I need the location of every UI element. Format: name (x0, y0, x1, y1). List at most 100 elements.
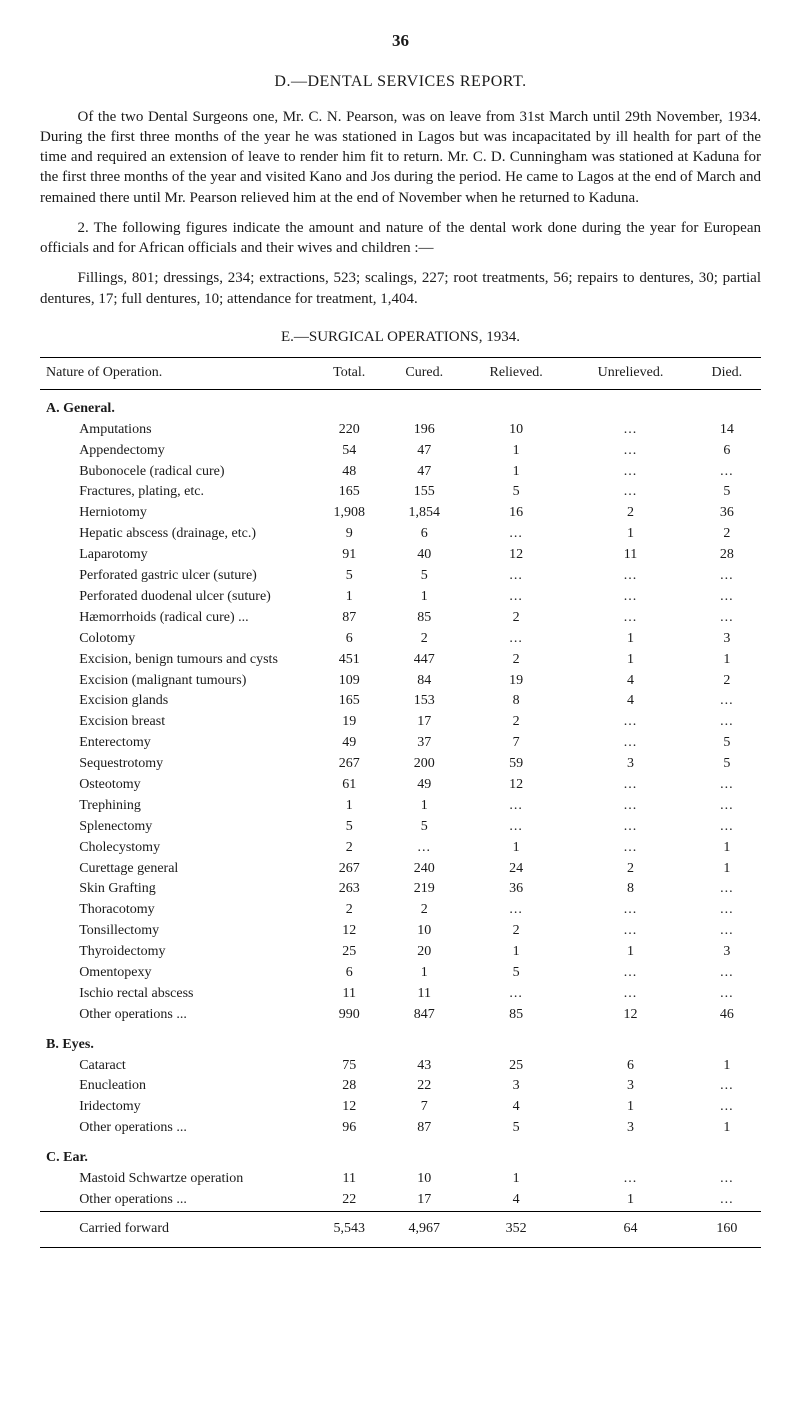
cell-cured: 49 (384, 775, 464, 796)
cell-unrelieved: ... (568, 482, 692, 503)
cell-relieved: 19 (464, 671, 568, 692)
surgical-operations-table: Nature of Operation. Total. Cured. Relie… (40, 357, 761, 1248)
cell-cured: 200 (384, 754, 464, 775)
cell-relieved: 12 (464, 545, 568, 566)
cell-unrelieved: ... (568, 587, 692, 608)
cell-total: 48 (314, 462, 385, 483)
cell-relieved: ... (464, 817, 568, 838)
cell-unrelieved: 1 (568, 1190, 692, 1211)
cell-unrelieved: ... (568, 921, 692, 942)
cell-total: 61 (314, 775, 385, 796)
cell-cured: 37 (384, 733, 464, 754)
cell-nature: Excision, benign tumours and cysts (40, 650, 314, 671)
table-header-row: Nature of Operation. Total. Cured. Relie… (40, 358, 761, 390)
cell-total: 25 (314, 942, 385, 963)
cell-relieved: 2 (464, 921, 568, 942)
carried-forward-cured: 4,967 (384, 1211, 464, 1247)
cell-relieved: 12 (464, 775, 568, 796)
cell-relieved: 36 (464, 879, 568, 900)
cell-died: ... (693, 1190, 761, 1211)
carried-forward-total: 5,543 (314, 1211, 385, 1247)
cell-died: 3 (693, 942, 761, 963)
cell-cured: 10 (384, 921, 464, 942)
cell-relieved: 59 (464, 754, 568, 775)
cell-nature: Bubonocele (radical cure) (40, 462, 314, 483)
table-row: Other operations ...990847851246 (40, 1005, 761, 1026)
cell-nature: Enucleation (40, 1076, 314, 1097)
cell-total: 267 (314, 859, 385, 880)
table-row: Fractures, plating, etc.1651555...5 (40, 482, 761, 503)
cell-relieved: 2 (464, 650, 568, 671)
cell-died: ... (693, 963, 761, 984)
cell-died: 2 (693, 671, 761, 692)
cell-relieved: 2 (464, 712, 568, 733)
table-row: Excision (malignant tumours)109841942 (40, 671, 761, 692)
table-row: Thyroidectomy2520113 (40, 942, 761, 963)
table-row: Iridectomy12741... (40, 1097, 761, 1118)
cell-died: ... (693, 879, 761, 900)
cell-total: 22 (314, 1190, 385, 1211)
cell-total: 267 (314, 754, 385, 775)
cell-total: 1 (314, 587, 385, 608)
cell-total: 11 (314, 984, 385, 1005)
cell-cured: 2 (384, 900, 464, 921)
table-row: Enterectomy49377...5 (40, 733, 761, 754)
cell-total: 9 (314, 524, 385, 545)
cell-unrelieved: 6 (568, 1056, 692, 1077)
cell-nature: Curettage general (40, 859, 314, 880)
cell-cured: 85 (384, 608, 464, 629)
col-unrelieved: Unrelieved. (568, 358, 692, 390)
cell-total: 12 (314, 921, 385, 942)
cell-total: 54 (314, 441, 385, 462)
cell-nature: Skin Grafting (40, 879, 314, 900)
cell-unrelieved: 8 (568, 879, 692, 900)
cell-died: 6 (693, 441, 761, 462)
cell-cured: 5 (384, 566, 464, 587)
table-row: Other operations ...221741... (40, 1190, 761, 1211)
cell-nature: Hepatic abscess (drainage, etc.) (40, 524, 314, 545)
cell-unrelieved: ... (568, 1169, 692, 1190)
cell-died: 46 (693, 1005, 761, 1026)
cell-unrelieved: 1 (568, 650, 692, 671)
cell-cured: 5 (384, 817, 464, 838)
cell-nature: Omentopexy (40, 963, 314, 984)
table-row: Tonsillectomy12102...... (40, 921, 761, 942)
table-row: Cholecystomy2...1...1 (40, 838, 761, 859)
cell-relieved: 1 (464, 441, 568, 462)
cell-cured: 87 (384, 1118, 464, 1139)
col-cured: Cured. (384, 358, 464, 390)
cell-nature: Excision glands (40, 691, 314, 712)
cell-unrelieved: ... (568, 838, 692, 859)
cell-total: 19 (314, 712, 385, 733)
cell-cured: 2 (384, 629, 464, 650)
cell-died: 28 (693, 545, 761, 566)
cell-died: 5 (693, 482, 761, 503)
cell-nature: Colotomy (40, 629, 314, 650)
cell-total: 91 (314, 545, 385, 566)
cell-relieved: ... (464, 629, 568, 650)
cell-cured: 22 (384, 1076, 464, 1097)
cell-died: 14 (693, 420, 761, 441)
cell-unrelieved: ... (568, 462, 692, 483)
cell-unrelieved: 3 (568, 1076, 692, 1097)
table-row: Trephining11......... (40, 796, 761, 817)
cell-total: 11 (314, 1169, 385, 1190)
cell-unrelieved: ... (568, 775, 692, 796)
cell-died: 1 (693, 1056, 761, 1077)
cell-relieved: 4 (464, 1190, 568, 1211)
cell-cured: ... (384, 838, 464, 859)
cell-died: ... (693, 566, 761, 587)
cell-total: 263 (314, 879, 385, 900)
cell-cured: 153 (384, 691, 464, 712)
cell-relieved: 5 (464, 963, 568, 984)
cell-relieved: 8 (464, 691, 568, 712)
cell-relieved: 3 (464, 1076, 568, 1097)
cell-total: 109 (314, 671, 385, 692)
cell-nature: Fractures, plating, etc. (40, 482, 314, 503)
table-row: Other operations ...9687531 (40, 1118, 761, 1139)
cell-died: ... (693, 984, 761, 1005)
cell-nature: Other operations ... (40, 1190, 314, 1211)
cell-relieved: ... (464, 524, 568, 545)
table-row: Excision, benign tumours and cysts451447… (40, 650, 761, 671)
cell-unrelieved: ... (568, 963, 692, 984)
